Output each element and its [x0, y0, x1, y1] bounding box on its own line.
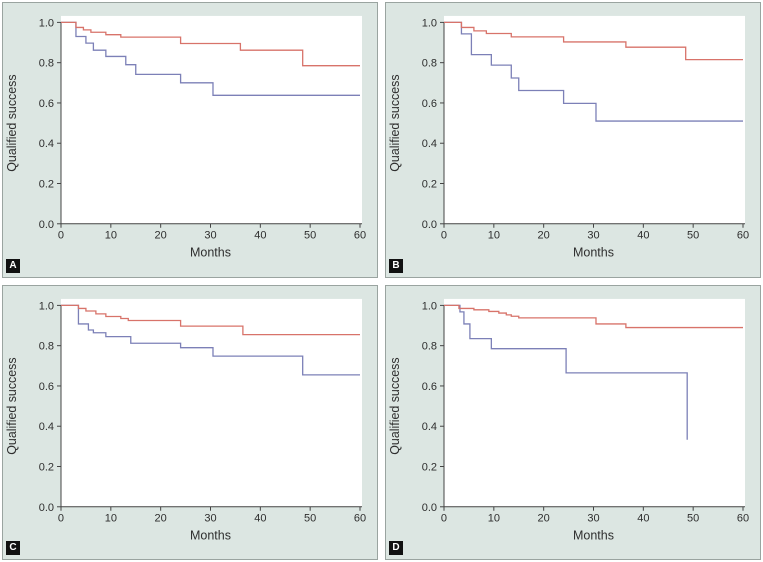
x-tick-label: 40 — [637, 512, 649, 524]
y-tick-label: 0.6 — [422, 380, 437, 392]
x-tick-label: 30 — [587, 512, 599, 524]
panel-a-badge: A — [6, 258, 20, 273]
km-plot-c: 0.0 0.2 0.4 0.6 0.8 1.0 0 10 20 30 40 50 60 Qualified… — [5, 298, 366, 542]
x-tick-label: 40 — [254, 230, 266, 242]
y-tick-label: 0.0 — [39, 501, 54, 513]
y-axis-title: Qualified success — [388, 74, 402, 171]
y-tick-label: 0.6 — [39, 380, 54, 392]
y-tick-label: 0.2 — [39, 461, 54, 473]
y-axis-title: Qualified success — [388, 357, 402, 454]
series-group-red-curve — [61, 304, 360, 335]
y-tick-label: 1.0 — [422, 300, 437, 312]
x-tick-label: 10 — [488, 230, 500, 242]
x-tick-label: 60 — [354, 512, 366, 524]
series-group-blue-curve — [444, 304, 688, 440]
series-group-red-curve — [61, 21, 360, 67]
panel-d-badge: D — [389, 541, 403, 555]
panel-c-badge: C — [6, 541, 20, 555]
y-tick-label: 0.2 — [39, 179, 54, 191]
x-tick-label: 50 — [304, 512, 316, 524]
panel-b-badge: B — [389, 258, 403, 273]
y-tick-label: 0.4 — [422, 138, 437, 150]
km-plot-d: 0.0 0.2 0.4 0.6 0.8 1.0 0 10 20 30 40 50 60 Qualified… — [388, 298, 749, 542]
panel-a: 0.0 0.2 0.4 0.6 0.8 1.0 0 10 20 30 40 50 60 Qualified… — [2, 2, 378, 278]
y-tick-label: 0.0 — [422, 501, 437, 513]
plot-area — [61, 15, 362, 224]
km-plot-a: 0.0 0.2 0.4 0.6 0.8 1.0 0 10 20 30 40 50 60 Qualified… — [5, 15, 366, 260]
x-tick-label: 0 — [58, 230, 64, 242]
x-axis-title: Months — [573, 246, 614, 260]
x-tick-label: 50 — [687, 230, 699, 242]
x-tick-label: 10 — [105, 512, 117, 524]
y-tick-label: 0.4 — [39, 138, 54, 150]
x-tick-label: 10 — [105, 230, 117, 242]
plot-area — [444, 15, 745, 224]
y-tick-label: 0.2 — [422, 179, 437, 191]
x-tick-label: 40 — [637, 230, 649, 242]
y-tick-label: 0.8 — [39, 340, 54, 352]
y-tick-label: 0.8 — [422, 58, 437, 70]
x-tick-label: 60 — [737, 512, 749, 524]
x-tick-label: 10 — [488, 512, 500, 524]
x-tick-label: 40 — [254, 512, 266, 524]
y-tick-label: 0.2 — [422, 461, 437, 473]
y-tick-label: 1.0 — [422, 17, 437, 29]
y-tick-label: 0.4 — [422, 421, 437, 433]
y-tick-label: 0.6 — [39, 98, 54, 110]
x-tick-label: 0 — [58, 512, 64, 524]
y-tick-label: 1.0 — [39, 300, 54, 312]
x-axis-title: Months — [573, 528, 614, 542]
x-tick-label: 50 — [304, 230, 316, 242]
x-tick-label: 30 — [204, 230, 216, 242]
y-tick-label: 0.4 — [39, 421, 54, 433]
panel-d: 0.0 0.2 0.4 0.6 0.8 1.0 0 10 20 30 40 50 60 Qualified… — [385, 284, 761, 560]
panel-b: 0.0 0.2 0.4 0.6 0.8 1.0 0 10 20 30 40 50 60 Qualified… — [385, 2, 761, 278]
series-group-red-curve — [444, 304, 743, 328]
x-tick-label: 20 — [155, 230, 167, 242]
series-group-blue-curve — [61, 21, 360, 96]
y-tick-label: 0.0 — [422, 219, 437, 231]
plot-area — [444, 298, 745, 507]
x-tick-label: 20 — [155, 512, 167, 524]
y-tick-label: 0.8 — [422, 340, 437, 352]
x-tick-label: 50 — [687, 512, 699, 524]
y-tick-label: 0.0 — [39, 219, 54, 231]
plot-area — [61, 298, 362, 507]
x-tick-label: 20 — [538, 230, 550, 242]
y-axis-title: Qualified success — [5, 357, 19, 454]
x-tick-label: 0 — [441, 512, 447, 524]
x-tick-label: 30 — [204, 512, 216, 524]
y-axis-title: Qualified success — [5, 74, 19, 171]
y-tick-label: 1.0 — [39, 17, 54, 29]
x-axis-title: Months — [190, 528, 231, 542]
y-tick-label: 0.6 — [422, 98, 437, 110]
x-tick-label: 60 — [737, 230, 749, 242]
series-group-blue-curve — [444, 21, 743, 122]
series-group-blue-curve — [61, 304, 360, 376]
x-tick-label: 60 — [354, 230, 366, 242]
panel-c: 0.0 0.2 0.4 0.6 0.8 1.0 0 10 20 30 40 50 60 Qualified… — [2, 284, 378, 560]
km-plot-b: 0.0 0.2 0.4 0.6 0.8 1.0 0 10 20 30 40 50 60 Qualified… — [388, 15, 749, 260]
y-tick-label: 0.8 — [39, 58, 54, 70]
x-tick-label: 20 — [538, 512, 550, 524]
x-tick-label: 0 — [441, 230, 447, 242]
x-axis-title: Months — [190, 246, 231, 260]
x-tick-label: 30 — [587, 230, 599, 242]
series-group-red-curve — [444, 21, 743, 61]
